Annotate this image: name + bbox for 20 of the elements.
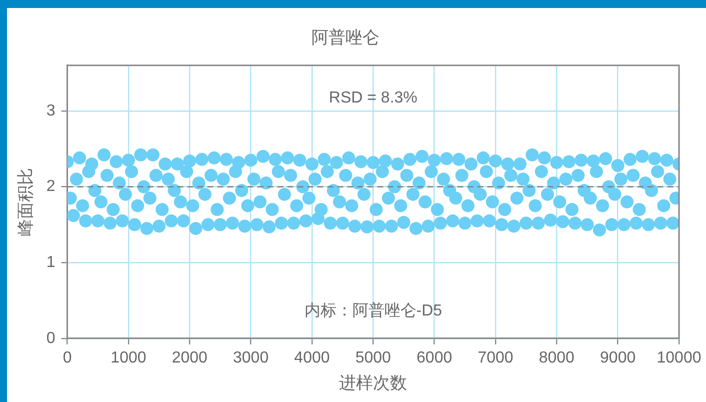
y-tick-label: 2	[46, 178, 56, 196]
x-tick-label: 8000	[538, 349, 575, 366]
x-axis-title: 进样次数	[339, 373, 408, 392]
annotation: RSD = 8.3%	[328, 90, 418, 107]
y-tick-label: 0	[46, 330, 56, 347]
y-tick-label: 1	[46, 254, 56, 271]
x-tick-label: 6000	[416, 349, 452, 366]
annotation: 内标：阿普唑仑-D5	[304, 302, 442, 320]
y-tick-label: 3	[46, 102, 56, 120]
x-tick-label: 1000	[110, 349, 146, 366]
x-tick-label: 0	[62, 349, 72, 366]
x-tick-label: 2000	[172, 349, 208, 366]
x-tick-label: 10000	[656, 349, 702, 366]
x-tick-label: 5000	[355, 349, 392, 366]
x-tick-label: 7000	[478, 349, 514, 366]
x-tick-label: 4000	[294, 349, 330, 366]
x-tick-label: 3000	[233, 349, 269, 366]
chart-title: 阿普唑仑	[312, 28, 380, 47]
y-axis-title: 峰面积比	[16, 168, 35, 236]
x-tick-label: 9000	[600, 349, 636, 366]
